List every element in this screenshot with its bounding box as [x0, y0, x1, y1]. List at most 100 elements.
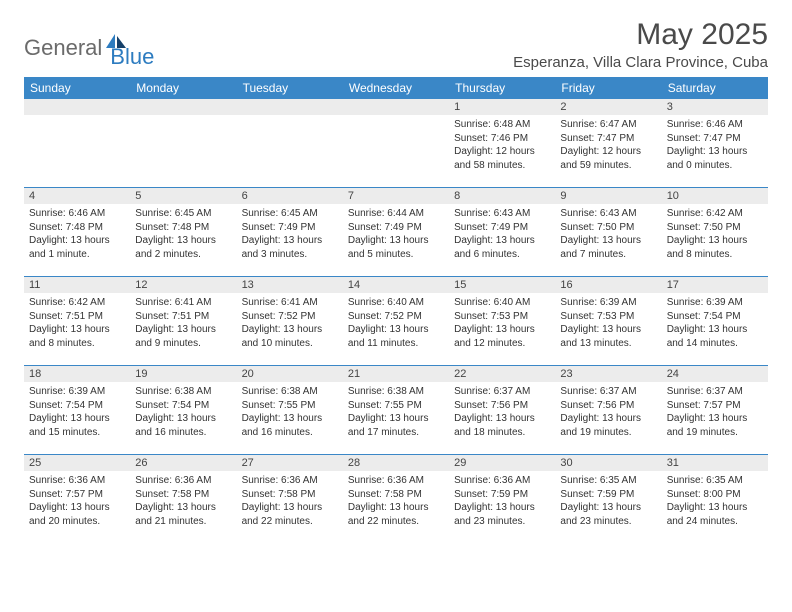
sunset-text: Sunset: 7:50 PM: [667, 221, 763, 235]
daylight-text: Daylight: 13 hours and 1 minute.: [29, 234, 125, 261]
calendar-row: 25Sunrise: 6:36 AMSunset: 7:57 PMDayligh…: [24, 454, 768, 543]
sunset-text: Sunset: 7:56 PM: [560, 399, 656, 413]
sunrise-text: Sunrise: 6:44 AM: [348, 207, 444, 221]
calendar-cell: 14Sunrise: 6:40 AMSunset: 7:52 PMDayligh…: [343, 277, 449, 365]
sunset-text: Sunset: 7:55 PM: [348, 399, 444, 413]
day-details: Sunrise: 6:35 AMSunset: 8:00 PMDaylight:…: [662, 471, 768, 532]
daylight-text: Daylight: 12 hours and 59 minutes.: [560, 145, 656, 172]
sunrise-text: Sunrise: 6:35 AM: [560, 474, 656, 488]
sunrise-text: Sunrise: 6:41 AM: [135, 296, 231, 310]
daylight-text: Daylight: 13 hours and 0 minutes.: [667, 145, 763, 172]
calendar-cell: 25Sunrise: 6:36 AMSunset: 7:57 PMDayligh…: [24, 455, 130, 543]
calendar-cell: [130, 99, 236, 187]
day-number: 12: [130, 277, 236, 293]
sunrise-text: Sunrise: 6:47 AM: [560, 118, 656, 132]
location-text: Esperanza, Villa Clara Province, Cuba: [513, 54, 768, 71]
calendar-cell: 29Sunrise: 6:36 AMSunset: 7:59 PMDayligh…: [449, 455, 555, 543]
calendar: Sunday Monday Tuesday Wednesday Thursday…: [24, 77, 768, 543]
sunset-text: Sunset: 7:59 PM: [560, 488, 656, 502]
day-number: 24: [662, 366, 768, 382]
sunrise-text: Sunrise: 6:42 AM: [667, 207, 763, 221]
logo-text-blue: Blue: [110, 44, 154, 70]
sunrise-text: Sunrise: 6:45 AM: [242, 207, 338, 221]
day-number: 25: [24, 455, 130, 471]
day-details: Sunrise: 6:39 AMSunset: 7:54 PMDaylight:…: [662, 293, 768, 354]
calendar-cell: 24Sunrise: 6:37 AMSunset: 7:57 PMDayligh…: [662, 366, 768, 454]
sunrise-text: Sunrise: 6:42 AM: [29, 296, 125, 310]
sunrise-text: Sunrise: 6:48 AM: [454, 118, 550, 132]
daylight-text: Daylight: 13 hours and 10 minutes.: [242, 323, 338, 350]
daylight-text: Daylight: 12 hours and 58 minutes.: [454, 145, 550, 172]
day-details: Sunrise: 6:46 AMSunset: 7:47 PMDaylight:…: [662, 115, 768, 176]
sunset-text: Sunset: 7:58 PM: [135, 488, 231, 502]
sunrise-text: Sunrise: 6:39 AM: [29, 385, 125, 399]
sunrise-text: Sunrise: 6:36 AM: [348, 474, 444, 488]
sunrise-text: Sunrise: 6:41 AM: [242, 296, 338, 310]
sunset-text: Sunset: 7:52 PM: [242, 310, 338, 324]
day-number: 14: [343, 277, 449, 293]
sunset-text: Sunset: 7:49 PM: [454, 221, 550, 235]
day-details: Sunrise: 6:38 AMSunset: 7:55 PMDaylight:…: [343, 382, 449, 443]
daylight-text: Daylight: 13 hours and 14 minutes.: [667, 323, 763, 350]
day-number: 27: [237, 455, 343, 471]
sunset-text: Sunset: 7:47 PM: [560, 132, 656, 146]
weekday-header: Wednesday: [343, 77, 449, 99]
day-number: 7: [343, 188, 449, 204]
sunset-text: Sunset: 7:57 PM: [29, 488, 125, 502]
sunset-text: Sunset: 7:51 PM: [135, 310, 231, 324]
daylight-text: Daylight: 13 hours and 19 minutes.: [667, 412, 763, 439]
day-number: 10: [662, 188, 768, 204]
weekday-header: Sunday: [24, 77, 130, 99]
day-details: Sunrise: 6:37 AMSunset: 7:56 PMDaylight:…: [449, 382, 555, 443]
sunrise-text: Sunrise: 6:38 AM: [242, 385, 338, 399]
day-number: [130, 99, 236, 115]
calendar-cell: 21Sunrise: 6:38 AMSunset: 7:55 PMDayligh…: [343, 366, 449, 454]
sunset-text: Sunset: 7:59 PM: [454, 488, 550, 502]
weekday-header: Saturday: [662, 77, 768, 99]
calendar-page: General Blue May 2025 Esperanza, Villa C…: [0, 0, 792, 543]
calendar-cell: 31Sunrise: 6:35 AMSunset: 8:00 PMDayligh…: [662, 455, 768, 543]
sunset-text: Sunset: 7:54 PM: [135, 399, 231, 413]
sunset-text: Sunset: 7:47 PM: [667, 132, 763, 146]
day-details: Sunrise: 6:46 AMSunset: 7:48 PMDaylight:…: [24, 204, 130, 265]
day-details: Sunrise: 6:48 AMSunset: 7:46 PMDaylight:…: [449, 115, 555, 176]
calendar-row: 4Sunrise: 6:46 AMSunset: 7:48 PMDaylight…: [24, 187, 768, 276]
daylight-text: Daylight: 13 hours and 9 minutes.: [135, 323, 231, 350]
sunrise-text: Sunrise: 6:36 AM: [29, 474, 125, 488]
daylight-text: Daylight: 13 hours and 11 minutes.: [348, 323, 444, 350]
day-details: Sunrise: 6:42 AMSunset: 7:50 PMDaylight:…: [662, 204, 768, 265]
sunset-text: Sunset: 7:48 PM: [29, 221, 125, 235]
day-number: 8: [449, 188, 555, 204]
calendar-row: 18Sunrise: 6:39 AMSunset: 7:54 PMDayligh…: [24, 365, 768, 454]
day-details: Sunrise: 6:36 AMSunset: 7:58 PMDaylight:…: [130, 471, 236, 532]
daylight-text: Daylight: 13 hours and 15 minutes.: [29, 412, 125, 439]
calendar-cell: 2Sunrise: 6:47 AMSunset: 7:47 PMDaylight…: [555, 99, 661, 187]
sunset-text: Sunset: 7:46 PM: [454, 132, 550, 146]
day-details: Sunrise: 6:43 AMSunset: 7:49 PMDaylight:…: [449, 204, 555, 265]
sunrise-text: Sunrise: 6:43 AM: [560, 207, 656, 221]
sunrise-text: Sunrise: 6:40 AM: [454, 296, 550, 310]
sunset-text: Sunset: 7:54 PM: [29, 399, 125, 413]
sunset-text: Sunset: 7:49 PM: [348, 221, 444, 235]
sunset-text: Sunset: 7:53 PM: [560, 310, 656, 324]
day-number: 20: [237, 366, 343, 382]
sunrise-text: Sunrise: 6:36 AM: [454, 474, 550, 488]
calendar-row: 1Sunrise: 6:48 AMSunset: 7:46 PMDaylight…: [24, 99, 768, 187]
calendar-body: 1Sunrise: 6:48 AMSunset: 7:46 PMDaylight…: [24, 99, 768, 543]
day-details: Sunrise: 6:40 AMSunset: 7:53 PMDaylight:…: [449, 293, 555, 354]
calendar-cell: 1Sunrise: 6:48 AMSunset: 7:46 PMDaylight…: [449, 99, 555, 187]
calendar-cell: 19Sunrise: 6:38 AMSunset: 7:54 PMDayligh…: [130, 366, 236, 454]
day-number: 4: [24, 188, 130, 204]
daylight-text: Daylight: 13 hours and 16 minutes.: [135, 412, 231, 439]
daylight-text: Daylight: 13 hours and 8 minutes.: [667, 234, 763, 261]
calendar-cell: 15Sunrise: 6:40 AMSunset: 7:53 PMDayligh…: [449, 277, 555, 365]
daylight-text: Daylight: 13 hours and 23 minutes.: [454, 501, 550, 528]
calendar-cell: 26Sunrise: 6:36 AMSunset: 7:58 PMDayligh…: [130, 455, 236, 543]
daylight-text: Daylight: 13 hours and 13 minutes.: [560, 323, 656, 350]
day-number: 13: [237, 277, 343, 293]
day-number: 6: [237, 188, 343, 204]
daylight-text: Daylight: 13 hours and 21 minutes.: [135, 501, 231, 528]
sunrise-text: Sunrise: 6:38 AM: [348, 385, 444, 399]
daylight-text: Daylight: 13 hours and 22 minutes.: [242, 501, 338, 528]
daylight-text: Daylight: 13 hours and 5 minutes.: [348, 234, 444, 261]
